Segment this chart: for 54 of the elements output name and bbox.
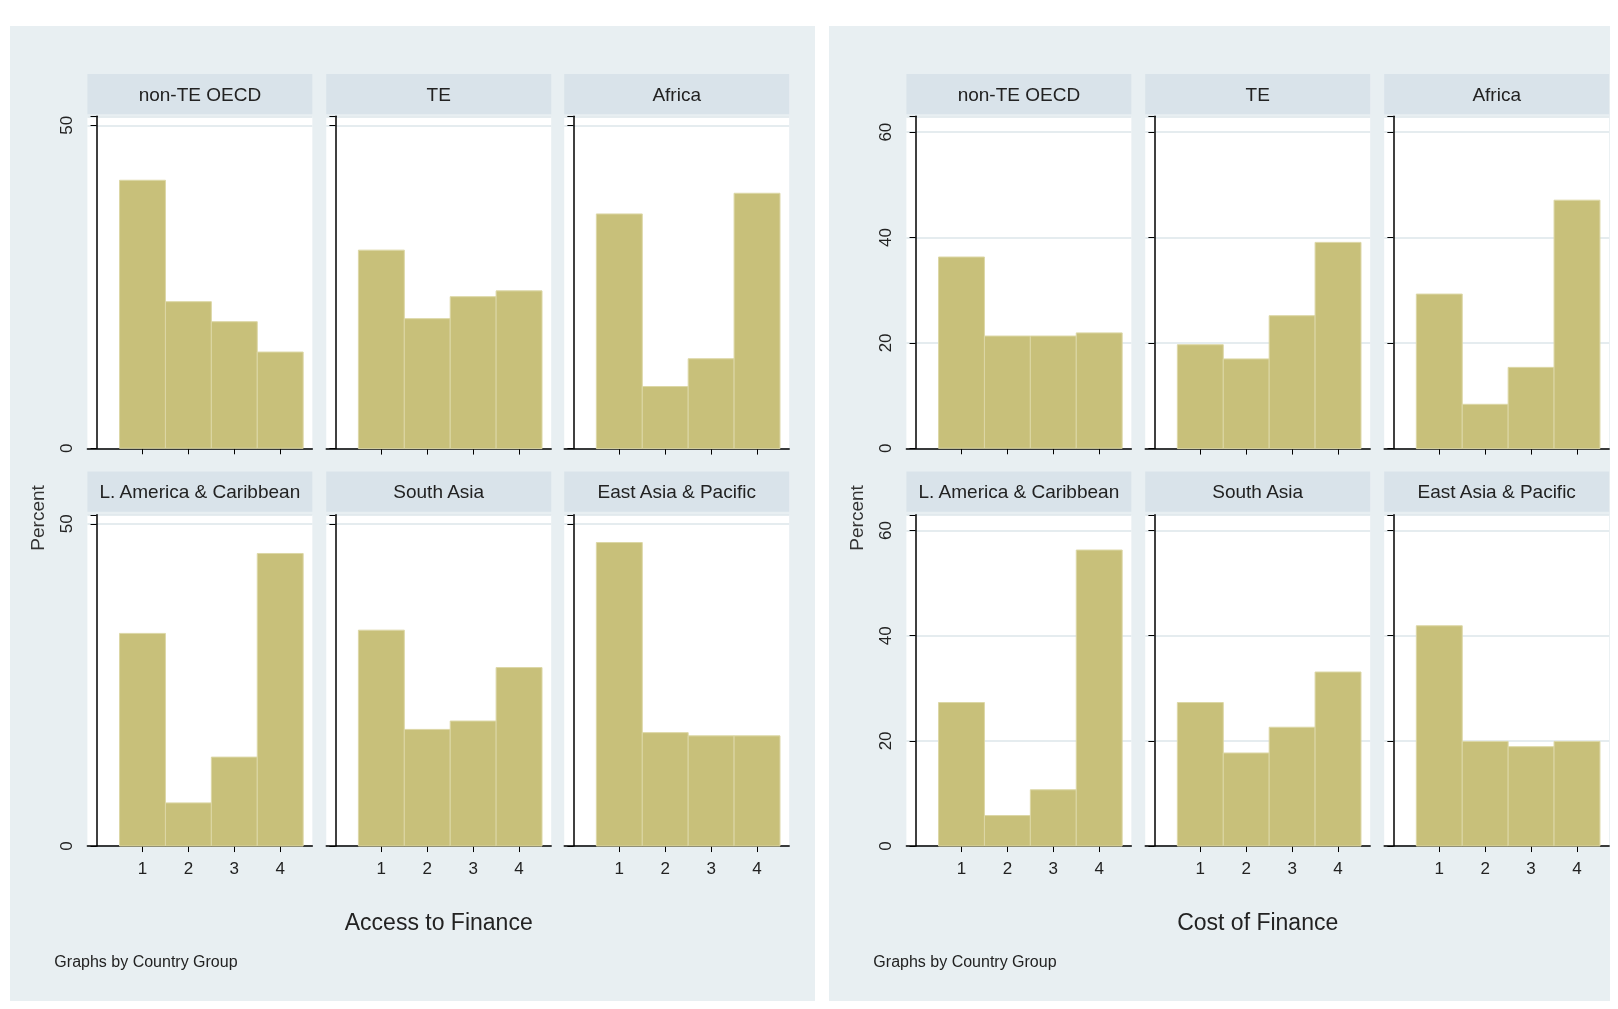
x-tick-label: 3 xyxy=(229,859,240,879)
y-tick-label: 40 xyxy=(875,626,895,646)
y-tick-label: 60 xyxy=(875,122,895,142)
x-tick-label: 4 xyxy=(1333,859,1343,879)
x-tick-label: 2 xyxy=(1480,859,1490,879)
x-tick-label: 3 xyxy=(1048,859,1058,879)
chart-title: L. America & Caribbean xyxy=(99,481,301,503)
chart-title: South Asia xyxy=(393,481,485,503)
y-tick-label: 50 xyxy=(57,514,77,534)
x-tick-label: 2 xyxy=(1241,859,1252,879)
x-tick-label: 1 xyxy=(376,859,386,879)
x-axis-title: Access to Finance xyxy=(344,908,533,935)
x-tick-label: 3 xyxy=(468,859,478,879)
x-tick-label: 2 xyxy=(422,859,432,879)
y-axis-title: Percent xyxy=(27,484,49,551)
x-tick-label: 4 xyxy=(275,859,286,879)
x-tick-label: 3 xyxy=(1287,859,1298,879)
y-tick-label: 0 xyxy=(57,443,77,454)
chart-title: Africa xyxy=(1471,83,1521,105)
x-tick-label: 4 xyxy=(752,859,762,879)
chart-title: L. America & Caribbean xyxy=(918,481,1119,503)
y-axis-title: Percent xyxy=(845,484,867,551)
x-tick-label: 1 xyxy=(614,859,625,879)
x-axis-title: Cost of Finance xyxy=(1177,908,1339,935)
chart-title: Africa xyxy=(652,83,702,105)
x-tick-label: 1 xyxy=(1434,859,1444,879)
x-tick-label: 1 xyxy=(956,859,966,879)
chart-title: non-TE OECD xyxy=(138,83,262,105)
y-tick-label: 20 xyxy=(875,333,895,353)
chart-title: TE xyxy=(426,83,451,105)
x-tick-label: 4 xyxy=(514,859,524,879)
y-tick-label: 60 xyxy=(875,521,895,541)
y-tick-label: 0 xyxy=(57,841,77,851)
chart-title: TE xyxy=(1245,83,1271,105)
x-tick-label: 2 xyxy=(183,859,194,879)
chart-title: East Asia & Pacific xyxy=(597,481,757,503)
chart-title: South Asia xyxy=(1212,481,1304,503)
y-tick-label: 40 xyxy=(875,228,895,248)
x-tick-label: 2 xyxy=(660,859,671,879)
chart-title: East Asia & Pacific xyxy=(1417,481,1576,503)
chart-title: non-TE OECD xyxy=(957,83,1080,105)
text: Graphs by Country Group xyxy=(872,953,1057,971)
x-tick-label: 4 xyxy=(1571,859,1582,879)
x-tick-label: 1 xyxy=(1195,859,1206,879)
x-tick-label: 3 xyxy=(706,859,717,879)
y-tick-label: 50 xyxy=(57,116,77,136)
x-tick-label: 4 xyxy=(1094,859,1104,879)
y-tick-label: 0 xyxy=(875,443,895,454)
y-tick-label: 20 xyxy=(875,731,895,751)
x-tick-label: 1 xyxy=(138,859,148,879)
x-tick-label: 2 xyxy=(1002,859,1012,879)
y-tick-label: 0 xyxy=(875,841,895,851)
x-tick-label: 3 xyxy=(1525,859,1536,879)
text: Graphs by Country Group xyxy=(54,953,238,971)
